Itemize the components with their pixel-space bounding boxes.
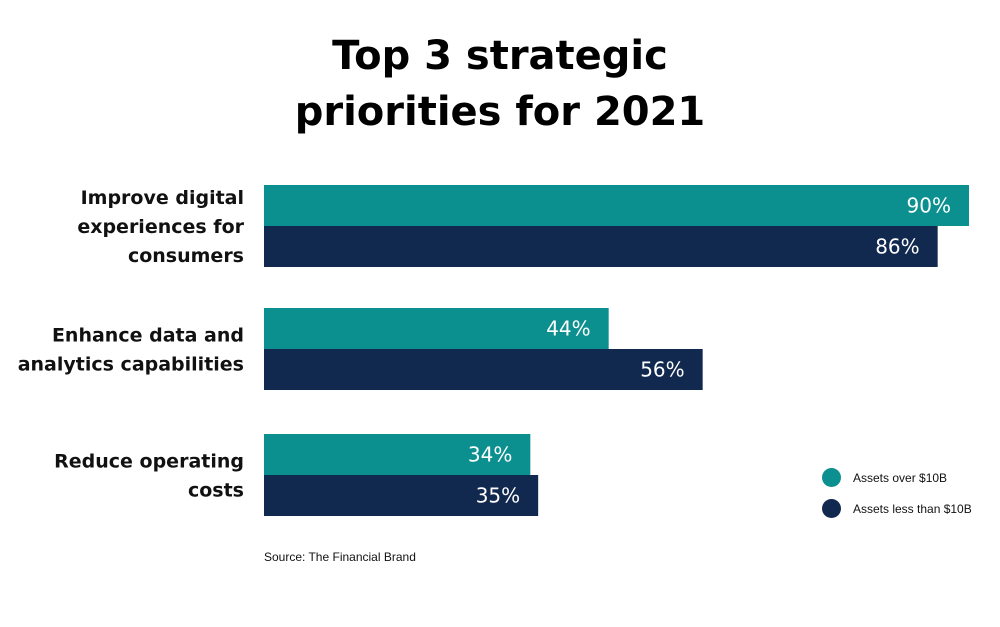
legend-item-assets-over-10b: Assets over $10B (822, 468, 972, 487)
bar-assets-over-10b-enhance-data-and-analytics-capabilities (264, 308, 609, 349)
bar-assets-over-10b-improve-digital-experiences-for-consumers (264, 185, 969, 226)
legend-item-assets-less-than-10b: Assets less than $10B (822, 499, 972, 518)
bar-assets-less-than-10b-reduce-operating-costs (264, 475, 539, 516)
category-label-line: consumers (128, 245, 244, 267)
source-note: Source: The Financial Brand (264, 550, 416, 564)
bar-assets-over-10b-reduce-operating-costs (264, 434, 531, 475)
chart-title: Top 3 strategic priorities for 2021 (0, 28, 1000, 140)
legend: Assets over $10B Assets less than $10B (822, 468, 972, 530)
category-label-line: analytics capabilities (18, 354, 244, 376)
legend-label-assets-over-10b: Assets over $10B (853, 470, 948, 485)
category-label-line: Reduce operating (54, 451, 244, 473)
value-label-assets-less-than-10b-improve-digital-experiences-for-consumers: 86% (875, 235, 919, 259)
bar-assets-less-than-10b-enhance-data-and-analytics-capabilities (264, 349, 703, 390)
category-label-enhance-data-and-analytics-capabilities: Enhance data and analytics capabilities (18, 325, 244, 376)
category-label-line: Enhance data and (52, 325, 244, 347)
category-label-line: costs (188, 480, 244, 502)
value-label-assets-over-10b-reduce-operating-costs: 34% (468, 443, 512, 467)
legend-swatch-assets-less-than-10b (822, 499, 841, 518)
value-label-assets-over-10b-improve-digital-experiences-for-consumers: 90% (907, 194, 951, 218)
legend-label-assets-less-than-10b: Assets less than $10B (853, 501, 972, 516)
category-label-line: experiences for (77, 216, 244, 238)
category-label-reduce-operating-costs: Reduce operating costs (54, 451, 244, 502)
bar-assets-less-than-10b-improve-digital-experiences-for-consumers (264, 226, 938, 267)
value-label-assets-over-10b-enhance-data-and-analytics-capabilities: 44% (546, 317, 590, 341)
chart-title-line-2: priorities for 2021 (294, 89, 706, 135)
chart-title-line-1: Top 3 strategic (332, 33, 668, 79)
value-label-assets-less-than-10b-reduce-operating-costs: 35% (476, 484, 520, 508)
value-label-assets-less-than-10b-enhance-data-and-analytics-capabilities: 56% (640, 358, 684, 382)
legend-swatch-assets-over-10b (822, 468, 841, 487)
category-label-line: Improve digital (81, 187, 244, 209)
category-label-improve-digital-experiences-for-consumers: Improve digital experiences for consumers (77, 187, 244, 267)
